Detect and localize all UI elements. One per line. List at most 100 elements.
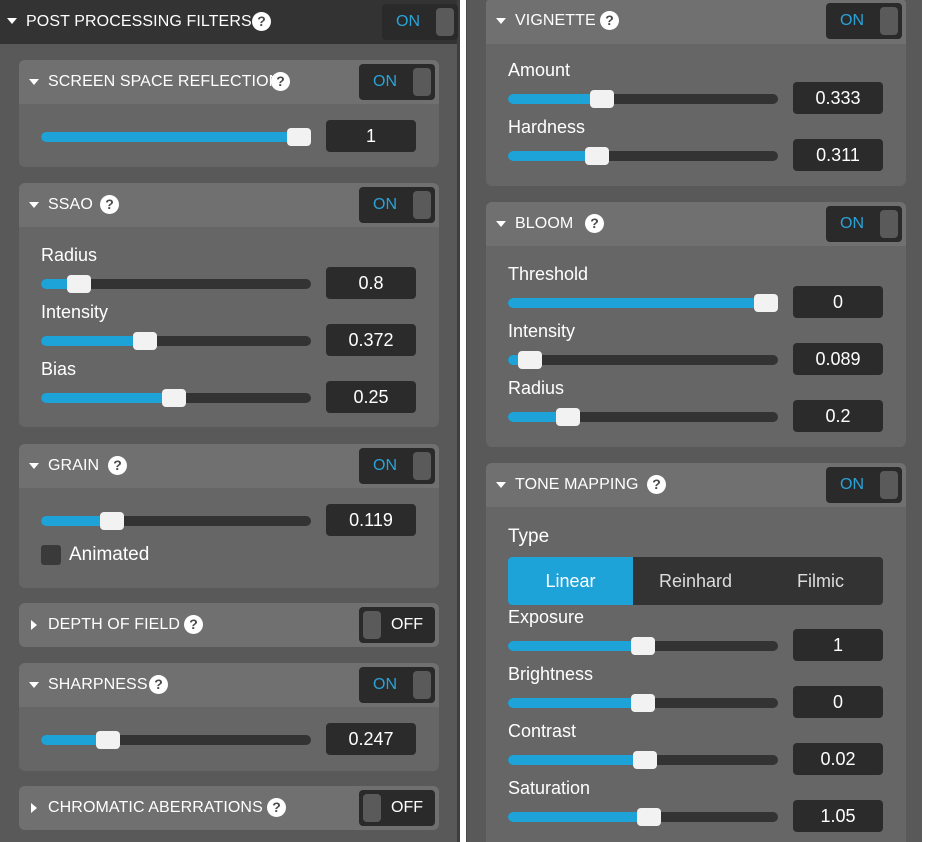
help-icon[interactable]: ? xyxy=(647,475,666,494)
slider-thumb[interactable] xyxy=(95,731,120,749)
tone-type-filmic[interactable]: Filmic xyxy=(797,571,844,591)
slider-thumb[interactable] xyxy=(632,751,657,769)
grain-header[interactable]: GRAIN ? ON xyxy=(19,444,439,488)
caret-down-icon[interactable] xyxy=(496,221,506,227)
bloom-toggle[interactable]: ON xyxy=(826,206,902,242)
slider-thumb[interactable] xyxy=(631,694,655,712)
vignette-header[interactable]: VIGNETTE ? ON xyxy=(486,0,906,44)
tone-type-reinhard[interactable]: Reinhard xyxy=(658,571,733,591)
caret-down-icon[interactable] xyxy=(29,202,39,208)
ssao-card: SSAO ? ON Radius 0.8 Intensity 0.372 Bia… xyxy=(19,183,439,427)
sharpness-card: SHARPNESS ? ON 0.247 xyxy=(19,663,439,771)
help-icon[interactable]: ? xyxy=(600,11,619,30)
brightness-value[interactable]: 0 xyxy=(793,686,883,718)
help-icon[interactable]: ? xyxy=(267,798,286,817)
slider-thumb[interactable] xyxy=(636,808,661,826)
ssr-title: SCREEN SPACE REFLECTION xyxy=(48,73,281,90)
exposure-value[interactable]: 1 xyxy=(793,629,883,661)
toggle-label: OFF xyxy=(391,799,423,816)
tone-mapping-header[interactable]: TONE MAPPING ? ON xyxy=(486,463,906,507)
sharpness-value[interactable]: 0.247 xyxy=(326,723,416,755)
grain-toggle[interactable]: ON xyxy=(359,448,435,484)
help-icon[interactable]: ? xyxy=(252,12,271,31)
help-icon[interactable]: ? xyxy=(585,214,604,233)
slider-thumb[interactable] xyxy=(517,351,542,369)
hardness-label: Hardness xyxy=(508,117,586,137)
bloom-intensity-slider[interactable] xyxy=(508,351,778,369)
toggle-label: ON xyxy=(840,215,864,232)
slider-thumb[interactable] xyxy=(162,389,187,407)
bloom-threshold-slider[interactable] xyxy=(508,294,778,312)
caret-down-icon[interactable] xyxy=(7,18,17,24)
contrast-value[interactable]: 0.02 xyxy=(793,743,883,775)
right-panel: VIGNETTE ? ON Amount 0.333 Hardness 0.31… xyxy=(466,0,922,842)
slider-thumb[interactable] xyxy=(66,275,91,293)
tone-mapping-toggle[interactable]: ON xyxy=(826,467,902,503)
slider-thumb[interactable] xyxy=(631,637,655,655)
grain-slider[interactable] xyxy=(41,512,311,530)
slider-thumb[interactable] xyxy=(555,408,580,426)
caret-right-icon[interactable] xyxy=(31,620,37,630)
help-icon[interactable]: ? xyxy=(100,195,119,214)
slider-thumb[interactable] xyxy=(589,90,614,108)
slider-thumb[interactable] xyxy=(584,147,609,165)
caret-down-icon[interactable] xyxy=(29,79,39,85)
caret-down-icon[interactable] xyxy=(496,18,506,24)
help-icon[interactable]: ? xyxy=(149,675,168,694)
dof-card: DEPTH OF FIELD ? OFF xyxy=(19,603,439,647)
ssao-intensity-slider[interactable] xyxy=(41,332,311,350)
chromatic-toggle[interactable]: OFF xyxy=(359,790,435,826)
chromatic-header[interactable]: CHROMATIC ABERRATIONS ? OFF xyxy=(19,786,439,830)
caret-down-icon[interactable] xyxy=(496,482,506,488)
vignette-amount-value[interactable]: 0.333 xyxy=(793,82,883,114)
vignette-hardness-slider[interactable] xyxy=(508,147,778,165)
saturation-value[interactable]: 1.05 xyxy=(793,800,883,832)
vignette-amount-slider[interactable] xyxy=(508,90,778,108)
sharpness-header[interactable]: SHARPNESS ? ON xyxy=(19,663,439,707)
bloom-radius-slider[interactable] xyxy=(508,408,778,426)
slider-thumb[interactable] xyxy=(133,332,158,350)
brightness-slider[interactable] xyxy=(508,694,778,712)
sharpness-slider[interactable] xyxy=(41,731,311,749)
sharpness-toggle[interactable]: ON xyxy=(359,667,435,703)
help-icon[interactable]: ? xyxy=(184,615,203,634)
ssao-intensity-value[interactable]: 0.372 xyxy=(326,324,416,356)
ssao-toggle[interactable]: ON xyxy=(359,187,435,223)
bloom-threshold-value[interactable]: 0 xyxy=(793,286,883,318)
ssao-header[interactable]: SSAO ? ON xyxy=(19,183,439,227)
help-icon[interactable]: ? xyxy=(108,456,127,475)
ssao-bias-slider[interactable] xyxy=(41,389,311,407)
ssao-radius-slider[interactable] xyxy=(41,275,311,293)
dof-header[interactable]: DEPTH OF FIELD ? OFF xyxy=(19,603,439,647)
slider-thumb[interactable] xyxy=(287,128,311,146)
dof-toggle[interactable]: OFF xyxy=(359,607,435,643)
caret-down-icon[interactable] xyxy=(29,682,39,688)
animated-checkbox[interactable] xyxy=(41,545,61,565)
vignette-toggle[interactable]: ON xyxy=(826,3,902,39)
slider-thumb[interactable] xyxy=(754,294,778,312)
exposure-slider[interactable] xyxy=(508,637,778,655)
ssao-bias-value[interactable]: 0.25 xyxy=(326,381,416,413)
contrast-slider[interactable] xyxy=(508,751,778,769)
saturation-slider[interactable] xyxy=(508,808,778,826)
ssr-toggle[interactable]: ON xyxy=(359,64,435,100)
ssr-value[interactable]: 1 xyxy=(326,120,416,152)
ssao-radius-value[interactable]: 0.8 xyxy=(326,267,416,299)
grain-value[interactable]: 0.119 xyxy=(326,504,416,536)
post-processing-header[interactable]: POST PROCESSING FILTERS ? ON xyxy=(0,0,458,44)
vignette-hardness-value[interactable]: 0.311 xyxy=(793,139,883,171)
caret-right-icon[interactable] xyxy=(31,803,37,813)
caret-down-icon[interactable] xyxy=(29,463,39,469)
ssr-slider[interactable] xyxy=(41,128,311,146)
toggle-label: ON xyxy=(840,476,864,493)
bloom-header[interactable]: BLOOM ? ON xyxy=(486,202,906,246)
help-icon[interactable]: ? xyxy=(271,72,290,91)
toggle-knob xyxy=(413,191,431,219)
toggle-knob xyxy=(413,452,431,480)
bloom-intensity-value[interactable]: 0.089 xyxy=(793,343,883,375)
tone-type-linear[interactable]: Linear xyxy=(508,557,633,605)
post-processing-toggle[interactable]: ON xyxy=(382,4,458,40)
slider-thumb[interactable] xyxy=(100,512,125,530)
ssr-header[interactable]: SCREEN SPACE REFLECTION ? ON xyxy=(19,60,439,104)
bloom-radius-value[interactable]: 0.2 xyxy=(793,400,883,432)
